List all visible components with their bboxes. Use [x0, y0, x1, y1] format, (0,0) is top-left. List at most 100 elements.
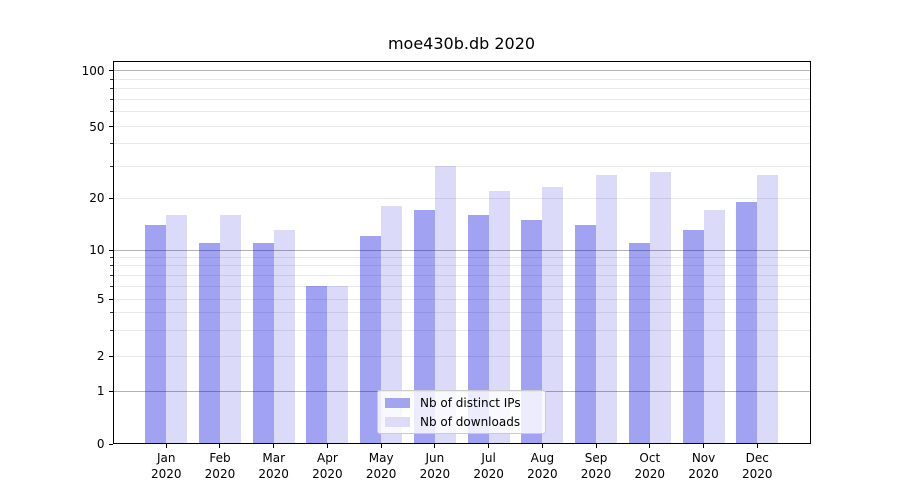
legend-label-downloads: Nb of downloads [420, 414, 521, 429]
x-tick-label: Jan 2020 [135, 450, 197, 482]
y-tick-mark [108, 197, 113, 199]
y-minor-tick-mark [110, 78, 113, 80]
y-tick-label: 0 [96, 437, 105, 451]
legend-swatch-downloads [385, 416, 410, 427]
x-tick-label-line: Feb [209, 451, 231, 465]
gridline-minor [112, 98, 811, 100]
x-tick-mark [649, 444, 651, 448]
x-tick-label: Aug 2020 [511, 450, 573, 482]
x-tick-label: Mar 2020 [243, 450, 305, 482]
x-tick-label-line: May [368, 451, 394, 465]
x-tick-label-line: 2020 [580, 467, 612, 481]
legend: Nb of distinct IPs Nb of downloads [377, 390, 546, 434]
bar-distinct-ips [682, 230, 704, 444]
legend-swatch-distinct-ips [385, 397, 410, 408]
x-tick-label-line: 2020 [312, 467, 343, 481]
x-tick-label-line: Apr [317, 451, 338, 465]
bar-distinct-ips [145, 224, 167, 444]
y-minor-tick-mark [110, 274, 113, 276]
bar-distinct-ips [575, 224, 597, 444]
x-tick-label-line: Mar [262, 451, 285, 465]
bar-downloads [381, 205, 403, 444]
x-tick-label: Apr 2020 [296, 450, 358, 482]
gridline-minor [112, 274, 811, 276]
x-tick-label-line: Jan [156, 451, 176, 465]
x-tick-label-line: 2020 [473, 467, 504, 481]
y-minor-tick-mark [110, 312, 113, 314]
bar-downloads [219, 214, 241, 444]
bar-downloads [273, 230, 295, 444]
y-tick-mark [108, 126, 113, 127]
gridline-minor [112, 256, 811, 258]
x-tick-mark [703, 444, 705, 448]
gridline-minor [112, 143, 811, 145]
bar-distinct-ips [252, 242, 274, 444]
x-tick-mark [219, 444, 221, 448]
y-tick-label: 100 [81, 63, 105, 78]
y-tick-mark [108, 355, 113, 357]
bar-distinct-ips [360, 236, 382, 444]
x-tick-mark [326, 444, 328, 448]
gridline-minor [112, 88, 811, 90]
gridline-minor [112, 285, 811, 287]
gridline-minor [112, 165, 811, 167]
y-minor-tick-mark [110, 88, 113, 90]
y-minor-tick-mark [110, 143, 113, 145]
y-minor-tick-mark [110, 330, 113, 332]
bar-distinct-ips [198, 242, 220, 444]
y-tick-label: 50 [89, 119, 105, 134]
x-tick-label-line: 2020 [258, 467, 289, 481]
x-tick-label-line: Dec [745, 451, 769, 465]
bar-distinct-ips [736, 201, 758, 444]
bar-downloads [166, 214, 188, 444]
y-tick-label: 1 [96, 384, 105, 398]
y-tick-mark [108, 443, 113, 445]
y-tick-label: 5 [96, 292, 105, 306]
x-tick-mark [595, 444, 597, 448]
chart-title: moe430b.db 2020 [387, 34, 536, 53]
bar-distinct-ips [413, 210, 435, 444]
gridline-minor [112, 298, 811, 300]
gridline-minor [112, 78, 811, 80]
bar-distinct-ips [521, 219, 543, 444]
x-tick-mark [273, 444, 275, 448]
x-tick-label-line: 2020 [150, 467, 182, 481]
x-tick-mark [488, 444, 490, 448]
bar-downloads [488, 190, 510, 444]
y-tick-mark [108, 298, 113, 300]
x-tick-label: Oct 2020 [619, 450, 681, 482]
x-tick-label: Nov 2020 [673, 450, 735, 482]
bar-downloads [703, 210, 725, 444]
x-tick-label-line: 2020 [419, 467, 451, 481]
x-tick-label: Dec 2020 [726, 450, 788, 482]
gridline-major [112, 249, 811, 251]
bar-distinct-ips [306, 286, 328, 444]
gridline-minor [112, 197, 811, 199]
y-minor-tick-mark [110, 165, 113, 167]
x-tick-label-line: 2020 [634, 467, 666, 481]
y-tick-mark [108, 249, 113, 251]
x-tick-label-line: Aug [530, 451, 555, 465]
x-tick-label: Feb 2020 [189, 450, 251, 482]
y-tick-mark [108, 70, 113, 71]
x-tick-label-line: Nov [691, 451, 716, 465]
x-tick-label-line: 2020 [741, 467, 773, 481]
y-tick-mark [108, 390, 113, 392]
y-minor-tick-mark [110, 265, 113, 267]
gridline-minor [112, 265, 811, 267]
legend-item-distinct-ips: Nb of distinct IPs [378, 395, 545, 411]
x-tick-label-line: Oct [639, 451, 661, 465]
x-tick-label: May 2020 [350, 450, 412, 482]
x-tick-label-line: 2020 [527, 467, 558, 481]
bar-distinct-ips [467, 214, 489, 444]
gridline-minor [112, 312, 811, 314]
x-tick-label: Jul 2020 [458, 450, 520, 482]
y-minor-tick-mark [110, 98, 113, 100]
y-minor-tick-mark [110, 285, 113, 287]
y-minor-tick-mark [110, 111, 113, 113]
gridline-minor [112, 355, 811, 357]
bar-downloads [757, 174, 779, 444]
bar-downloads [542, 187, 564, 444]
x-tick-label: Sep 2020 [565, 450, 627, 482]
